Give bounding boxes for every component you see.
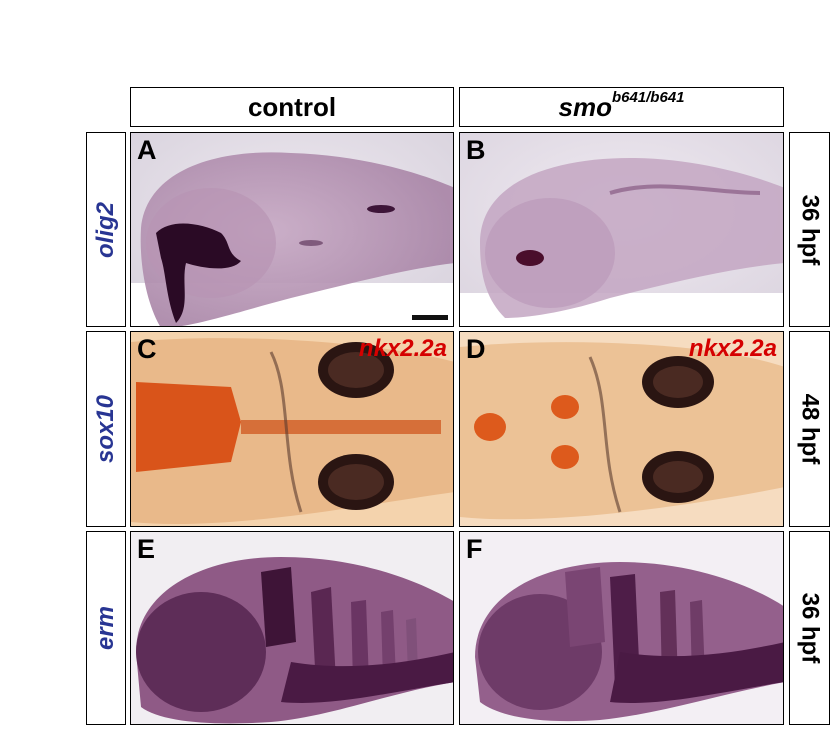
panel-d-marker: nkx2.2a [688,335,777,362]
panel-f-micrograph [460,532,783,724]
row-label-sox10: sox10 [86,331,126,527]
column-header-mutant: smob641/b641 [459,87,784,127]
panel-d-letter: D [466,334,486,364]
scale-bar [412,315,448,320]
panel-c-marker: nkx2.2a [358,335,447,362]
panel-a-micrograph [131,133,453,326]
panel-c-micrograph [131,332,453,526]
column-header-mutant-label: smob641/b641 [558,88,685,123]
panel-b: B [459,132,784,327]
row-label-olig2: olig2 [86,132,126,327]
stage-label-row3: 36 hpf [789,531,830,725]
row-label-erm: erm [86,531,126,725]
panel-c-letter: C [137,334,157,364]
column-header-control: control [130,87,454,127]
panel-c: C nkx2.2a [130,331,454,527]
stage-label-row1: 36 hpf [789,132,830,327]
mutant-gene: smo [558,91,612,122]
panel-d-micrograph [460,332,783,526]
panel-f-letter: F [466,534,483,564]
panel-e-letter: E [137,534,156,564]
panel-f: F [459,531,784,725]
panel-e: E [130,531,454,725]
panel-a: A [130,132,454,327]
stage-label-row2: 48 hpf [789,331,830,527]
panel-a-letter: A [137,135,157,165]
mutant-allele: b641/b641 [611,88,685,106]
panel-d: D nkx2.2a [459,331,784,527]
panel-b-letter: B [466,135,486,165]
column-header-control-label: control [247,91,337,122]
panel-b-micrograph [460,133,783,326]
panel-e-micrograph [131,532,453,724]
